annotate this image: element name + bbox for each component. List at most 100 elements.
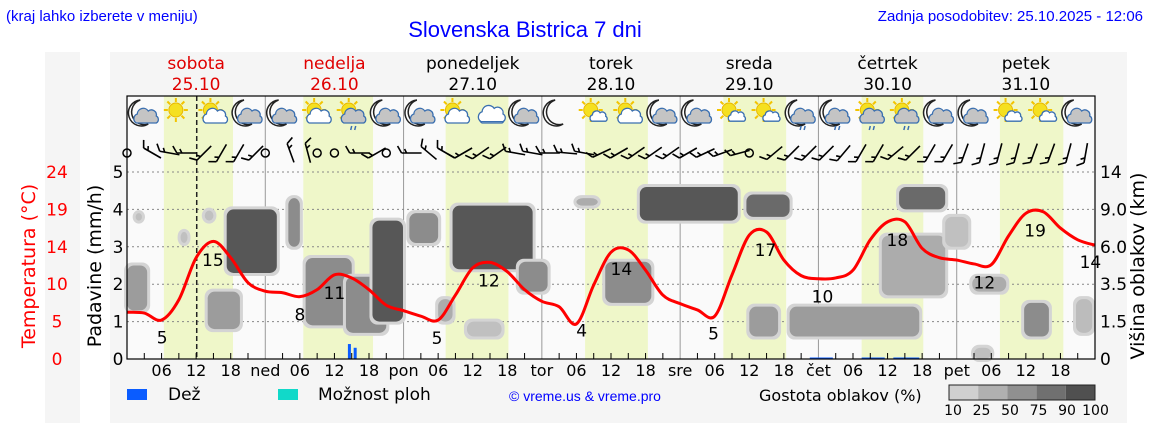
- cloud-layer: [180, 231, 188, 244]
- x-hour-label: 06: [566, 361, 586, 380]
- moon-icon: [542, 99, 564, 127]
- x-hour-label: 06: [843, 361, 863, 380]
- cloud-layer: [789, 306, 920, 337]
- wind-barb-icon: [535, 145, 560, 154]
- cloud-layer: [749, 306, 779, 337]
- wind-calm-icon: [329, 148, 340, 158]
- x-hour-label: 06: [981, 361, 1001, 380]
- temperature-axis-title: Temperatura (°C): [18, 184, 40, 349]
- moon-cloud-icon: [266, 99, 298, 127]
- wind-barb-icon: [142, 139, 162, 159]
- cloud-layer: [899, 186, 946, 210]
- wind-barb-icon: [988, 143, 1003, 166]
- x-hour-label: 06: [290, 361, 310, 380]
- wind-barb-icon: [286, 136, 295, 163]
- precipitation-bar: [809, 357, 833, 359]
- moon-cloud-icon: [231, 99, 263, 127]
- wind-barb-icon: [811, 145, 835, 161]
- cloud-layer: [466, 321, 502, 337]
- wind-barb-icon: [706, 148, 733, 158]
- density-level-label: 100: [1082, 403, 1109, 419]
- cloud-layer: [409, 213, 439, 244]
- page-title: Slovenska Bistrica 7 dni: [408, 17, 642, 42]
- temperature-line: [126, 208, 1096, 326]
- moon-cloud-icon: [646, 99, 678, 127]
- moon-cloud-icon: [404, 99, 436, 127]
- sun-cloud-icon: [440, 98, 471, 124]
- moon-cloud-drizzle-icon: [819, 99, 851, 131]
- density-level-label: 50: [1001, 403, 1019, 419]
- temperature-label: 12: [478, 272, 500, 292]
- temperature-tick: 24: [46, 163, 68, 183]
- wind-barb-icon: [776, 145, 800, 161]
- temperature-label: 10: [812, 288, 834, 308]
- cloud-layer: [639, 186, 738, 221]
- wind-barb-icon: [482, 146, 507, 160]
- wind-barb-icon: [360, 147, 387, 159]
- precipitation-axis-title: Padavine (mm/h): [84, 185, 106, 348]
- wind-barb-icon: [501, 143, 526, 156]
- wind-barb-icon: [917, 143, 936, 163]
- copyright-link[interactable]: © vreme.us & vreme.pro: [509, 388, 661, 404]
- wind-barb-icon: [637, 146, 663, 160]
- temperature-tick: 5: [52, 313, 63, 333]
- cloud-layer: [945, 216, 969, 247]
- day-date: 27.10: [448, 75, 497, 95]
- cloud-height-axis-title: Višina oblakov (km): [1127, 173, 1149, 360]
- x-hour-label: 18: [221, 361, 241, 380]
- location-hint[interactable]: (kraj lahko izberete v meniju): [6, 8, 198, 25]
- precipitation-bar: [893, 357, 920, 359]
- wind-barb-icon: [1005, 143, 1020, 166]
- density-level-label: 75: [1030, 403, 1048, 419]
- temperature-label: 18: [887, 231, 909, 251]
- x-hour-label: 18: [1050, 361, 1070, 380]
- temperature-label: 8: [294, 306, 305, 326]
- showers-legend-swatch: [278, 389, 298, 400]
- rain-legend-label: Dež: [168, 385, 201, 405]
- x-hour-label: 06: [428, 361, 448, 380]
- sun-cloud-icon: [302, 98, 332, 124]
- cloud-height-tick: 1.5: [1100, 313, 1127, 333]
- x-hour-label: 18: [774, 361, 794, 380]
- sun-cloud-drizzle-icon: [336, 98, 367, 131]
- day-name: sreda: [726, 54, 773, 74]
- cloud-density-legend-label: Gostota oblakov (%): [759, 386, 922, 405]
- temperature-label: 5: [708, 325, 719, 345]
- plot-frame: [126, 95, 1096, 360]
- precipitation-tick: 0: [113, 350, 124, 370]
- wind-barb-icon: [345, 145, 370, 154]
- cloud-layer: [452, 205, 533, 270]
- density-swatch: [1007, 385, 1037, 400]
- cloud-layer: [1024, 302, 1049, 337]
- precipitation-tick: 3: [113, 238, 124, 258]
- wind-barb-icon: [934, 143, 954, 163]
- x-hour-label: 12: [601, 361, 621, 380]
- wind-barb-icon: [553, 144, 578, 155]
- wind-barb-icon: [156, 143, 180, 156]
- temperature-tick: 19: [46, 200, 68, 220]
- cloud-layer: [204, 210, 214, 221]
- temperature-tick: 0: [52, 350, 63, 370]
- cloud-layer: [974, 347, 992, 359]
- sun-small-cloud-icon: [717, 98, 747, 122]
- day-name: sobota: [167, 54, 225, 74]
- wind-barb-icon: [829, 144, 851, 162]
- wind-barb-icon: [1039, 143, 1056, 165]
- moon-cloud-icon: [127, 99, 159, 127]
- moon-cloud-icon: [957, 99, 989, 127]
- cloud-layer: [372, 220, 403, 322]
- cloud-layer: [972, 276, 1007, 292]
- sun-small-cloud-icon: [751, 98, 781, 122]
- wind-barb-icon: [240, 145, 264, 161]
- precipitation-bar: [353, 347, 357, 359]
- cloud-layer: [226, 209, 277, 273]
- moon-cloud-icon: [680, 99, 713, 127]
- precipitation-tick: 4: [113, 200, 124, 220]
- sun-cloud-drizzle-icon: [889, 98, 920, 131]
- wind-calm-icon: [312, 148, 322, 158]
- temperature-tick: 14: [46, 238, 68, 258]
- x-day-label: čet: [806, 361, 831, 380]
- wind-barb-icon: [571, 143, 595, 156]
- density-scale-frame: [948, 384, 1096, 401]
